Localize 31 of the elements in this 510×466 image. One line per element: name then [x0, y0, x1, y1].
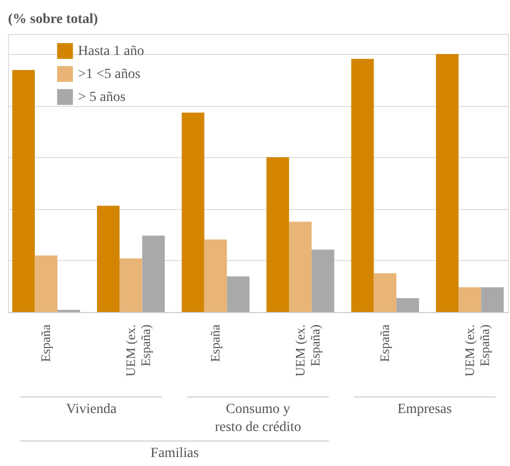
bar — [204, 240, 227, 312]
x-tick-label: UEM (ex. España) — [462, 324, 492, 376]
bar — [481, 287, 504, 312]
bar — [182, 112, 204, 312]
text: Familias — [150, 446, 199, 461]
bar — [436, 54, 459, 312]
x-tick-label: UEM (ex. España) — [292, 324, 322, 376]
bar — [396, 298, 420, 312]
bar — [142, 236, 165, 312]
text: Vivienda — [66, 402, 118, 417]
bar — [458, 287, 482, 312]
bar — [12, 70, 35, 312]
x-tick-label: España — [377, 324, 392, 362]
legend-label: > 5 años — [78, 90, 126, 105]
x-tick-label: UEM (ex. España) — [122, 324, 153, 376]
bar — [266, 157, 290, 312]
bar — [374, 273, 396, 312]
x-tick-label: España — [38, 324, 54, 362]
x-tick-label: España — [208, 324, 223, 362]
bar — [289, 222, 312, 312]
bar — [120, 258, 142, 312]
text: Consumo y resto de crédito — [214, 402, 302, 435]
bar — [96, 206, 120, 312]
legend-label: Hasta 1 año — [78, 44, 144, 59]
chart-title: (% sobre total) — [8, 12, 98, 27]
text: Empresas — [397, 402, 452, 417]
legend-label: >1 <5 años — [78, 67, 140, 82]
bar — [351, 58, 374, 312]
bar — [34, 256, 58, 312]
bar — [226, 276, 250, 312]
bar — [312, 250, 334, 312]
